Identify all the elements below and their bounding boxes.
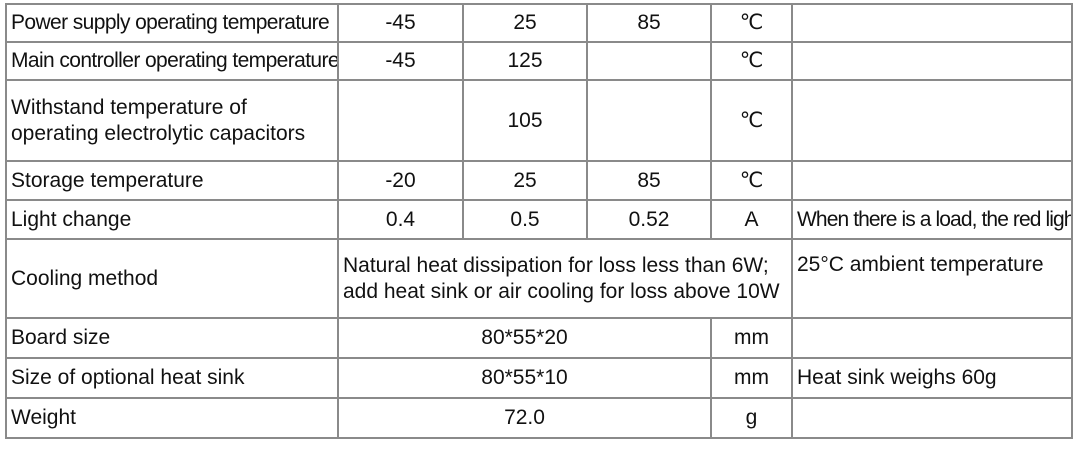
- param-label-line: Withstand temperature of: [11, 95, 247, 119]
- value-cell: 80*55*20: [337, 317, 712, 359]
- typ-value: 25: [462, 160, 588, 201]
- param-label: Power supply operating temperature: [5, 3, 339, 43]
- param-label: Storage temperature: [5, 160, 339, 201]
- table-row: Withstand temperature of operating elect…: [5, 79, 1073, 162]
- typ-value: 0.5: [462, 199, 588, 240]
- table-row: Light change 0.4 0.5 0.52 A When there i…: [5, 199, 1073, 240]
- param-label: Main controller operating temperature: [5, 41, 339, 81]
- value-line: Natural heat dissipation for loss less t…: [343, 253, 769, 277]
- max-value: 85: [586, 160, 712, 201]
- param-label: Withstand temperature of operating elect…: [5, 79, 339, 162]
- param-label-line: operating electrolytic capacitors: [11, 121, 306, 145]
- typ-value: 105: [462, 79, 588, 162]
- unit-cell: ℃: [710, 3, 793, 43]
- typ-value: 125: [462, 41, 588, 81]
- note-cell: [791, 160, 1073, 201]
- min-value: [337, 79, 464, 162]
- min-value: 0.4: [337, 199, 464, 240]
- max-value: 85: [586, 3, 712, 43]
- min-value: -45: [337, 3, 464, 43]
- unit-cell: mm: [710, 357, 793, 399]
- param-label: Size of optional heat sink: [5, 357, 339, 399]
- unit-cell: A: [710, 199, 793, 240]
- note-cell: [791, 79, 1073, 162]
- value-cell: 72.0: [337, 397, 712, 439]
- max-value: 0.52: [586, 199, 712, 240]
- value-cell: 80*55*10: [337, 357, 712, 399]
- table-row: Size of optional heat sink 80*55*10 mm H…: [5, 357, 1073, 399]
- unit-cell: g: [710, 397, 793, 439]
- table-row: Cooling method Natural heat dissipation …: [5, 238, 1073, 319]
- typ-value: 25: [462, 3, 588, 43]
- unit-cell: mm: [710, 317, 793, 359]
- note-cell: [791, 317, 1073, 359]
- table-row: Storage temperature -20 25 85 ℃: [5, 160, 1073, 201]
- note-cell: 25°C ambient temperature: [791, 238, 1073, 319]
- table-row: Weight 72.0 g: [5, 397, 1073, 439]
- unit-cell: ℃: [710, 41, 793, 81]
- spec-table: Power supply operating temperature -45 2…: [5, 3, 1073, 439]
- value-cell: Natural heat dissipation for loss less t…: [337, 238, 793, 319]
- unit-cell: ℃: [710, 160, 793, 201]
- note-cell: [791, 3, 1073, 43]
- value-line: add heat sink or air cooling for loss ab…: [343, 279, 780, 303]
- min-value: -20: [337, 160, 464, 201]
- param-label: Board size: [5, 317, 339, 359]
- max-value: [586, 79, 712, 162]
- unit-cell: ℃: [710, 79, 793, 162]
- param-label: Cooling method: [5, 238, 339, 319]
- note-cell: When there is a load, the red light will…: [791, 199, 1073, 240]
- param-label: Weight: [5, 397, 339, 439]
- note-cell: [791, 41, 1073, 81]
- note-cell: [791, 397, 1073, 439]
- table-row: Main controller operating temperature -4…: [5, 41, 1073, 81]
- max-value: [586, 41, 712, 81]
- param-label: Light change: [5, 199, 339, 240]
- note-cell: Heat sink weighs 60g: [791, 357, 1073, 399]
- table-row: Board size 80*55*20 mm: [5, 317, 1073, 359]
- table-row: Power supply operating temperature -45 2…: [5, 3, 1073, 43]
- min-value: -45: [337, 41, 464, 81]
